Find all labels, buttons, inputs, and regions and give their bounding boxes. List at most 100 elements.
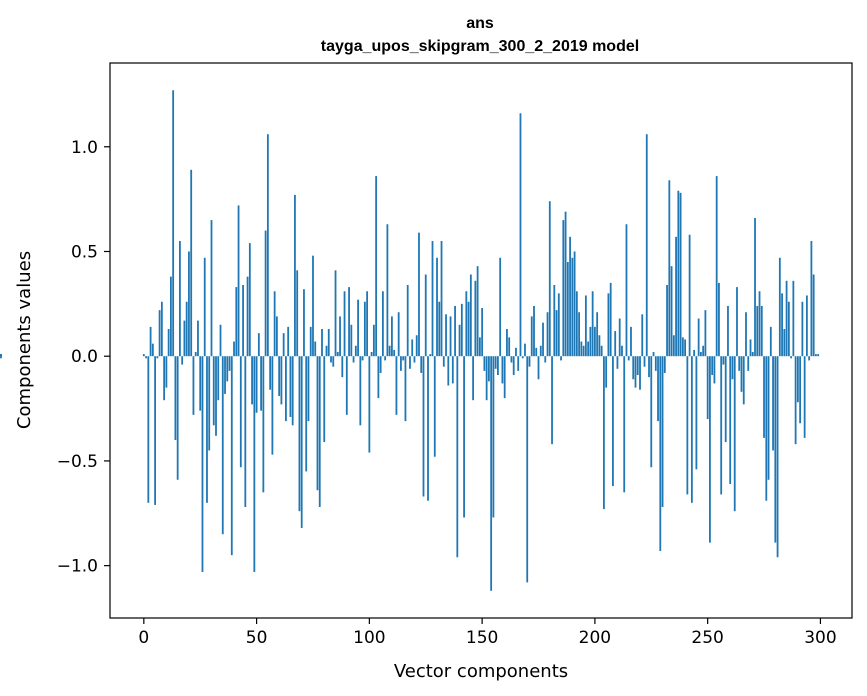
- bar-20: [188, 251, 190, 357]
- bar-17: [181, 356, 184, 365]
- x-axis-ticks: 0 50 100 150 200 250 300: [138, 618, 837, 648]
- bar-204: [603, 356, 605, 510]
- bar-83: [330, 356, 332, 363]
- bar-55: [266, 134, 269, 357]
- bar-242: [688, 234, 691, 357]
- bar-258: [724, 356, 727, 443]
- bar-25: [199, 356, 202, 411]
- bar-51: [257, 333, 260, 357]
- bar-12: [169, 276, 172, 357]
- bar-217: [632, 356, 635, 380]
- bar-173: [533, 305, 535, 357]
- bar-121: [415, 335, 418, 357]
- bar-294: [805, 295, 808, 357]
- bar-105: [379, 356, 382, 373]
- bar-2: [147, 356, 150, 503]
- bar-218: [634, 356, 637, 388]
- bar-66: [291, 356, 294, 426]
- bar-126: [427, 356, 429, 501]
- bar-3: [149, 326, 152, 357]
- bar-190: [571, 257, 574, 357]
- bar-175: [537, 356, 540, 380]
- bar-229: [659, 356, 662, 551]
- bar-134: [445, 314, 447, 357]
- bar-202: [598, 335, 601, 357]
- bar-212: [621, 345, 623, 357]
- bar-71: [303, 289, 305, 357]
- bar-38: [228, 356, 231, 371]
- bar-141: [460, 303, 463, 357]
- bar-117: [406, 285, 409, 357]
- bar-133: [442, 356, 445, 367]
- bar-219: [636, 356, 639, 376]
- bar-251: [709, 356, 711, 543]
- bars-group: [0, 90, 820, 591]
- x-tick-label: 200: [579, 628, 611, 648]
- bar-154: [490, 356, 493, 591]
- bar-118: [409, 356, 411, 369]
- bar-68: [296, 270, 299, 357]
- bar-53: [262, 356, 265, 493]
- bar-192: [575, 291, 578, 357]
- bar-81: [325, 345, 328, 357]
- bar-274: [760, 305, 763, 357]
- bar-234: [670, 266, 673, 357]
- bar-88: [341, 356, 344, 378]
- bar-222: [643, 356, 646, 367]
- bar-111: [393, 349, 396, 357]
- bar-252: [711, 356, 714, 376]
- bar-209: [614, 331, 617, 357]
- bar-60: [278, 356, 281, 396]
- bar-1: [145, 356, 147, 359]
- bar-76: [314, 341, 317, 357]
- bar-241: [686, 356, 689, 495]
- bar-94: [354, 345, 357, 357]
- bar-136: [449, 316, 452, 357]
- bar-63: [285, 356, 287, 422]
- bar-201: [596, 312, 599, 357]
- bar-85: [334, 270, 337, 357]
- bar-137: [451, 356, 454, 384]
- bar-199: [591, 291, 594, 357]
- bar-299: [817, 354, 820, 357]
- bar-101: [370, 352, 373, 357]
- bar-9: [163, 356, 166, 401]
- bar-213: [623, 356, 626, 493]
- bar-208: [612, 356, 614, 487]
- x-axis-label: Vector components: [394, 661, 568, 682]
- bar-211: [618, 318, 621, 357]
- bar-279: [772, 356, 774, 451]
- bar-8: [160, 301, 163, 357]
- bar-295: [808, 356, 811, 361]
- bar-193: [578, 312, 580, 357]
- bar-30: [210, 220, 213, 357]
- bar-62: [282, 333, 285, 357]
- bar-5: [154, 356, 156, 505]
- x-tick-label: 300: [804, 628, 836, 648]
- bar-256: [720, 356, 723, 495]
- bar-56: [269, 356, 272, 390]
- bar-28: [206, 356, 208, 503]
- bar-37: [226, 356, 229, 382]
- bar-287: [790, 356, 792, 359]
- bar-47: [248, 243, 251, 357]
- bar-82: [327, 328, 330, 357]
- bar-27: [203, 257, 206, 357]
- bar-275: [763, 356, 765, 438]
- bar-159: [501, 356, 504, 384]
- bar-253: [713, 356, 716, 384]
- bar-142: [463, 356, 465, 518]
- bar-152: [485, 356, 488, 401]
- bar-161: [506, 328, 508, 357]
- bar-262: [733, 356, 736, 512]
- bar-75: [312, 255, 314, 357]
- bar-65: [289, 356, 292, 417]
- bar-293: [803, 356, 806, 438]
- bar-200: [593, 326, 596, 357]
- bar-148: [476, 266, 479, 357]
- bar-240: [684, 339, 686, 357]
- bar-145: [469, 274, 472, 357]
- bar-0: [142, 354, 145, 357]
- bar-153: [487, 356, 490, 382]
- bar-91: [348, 287, 350, 357]
